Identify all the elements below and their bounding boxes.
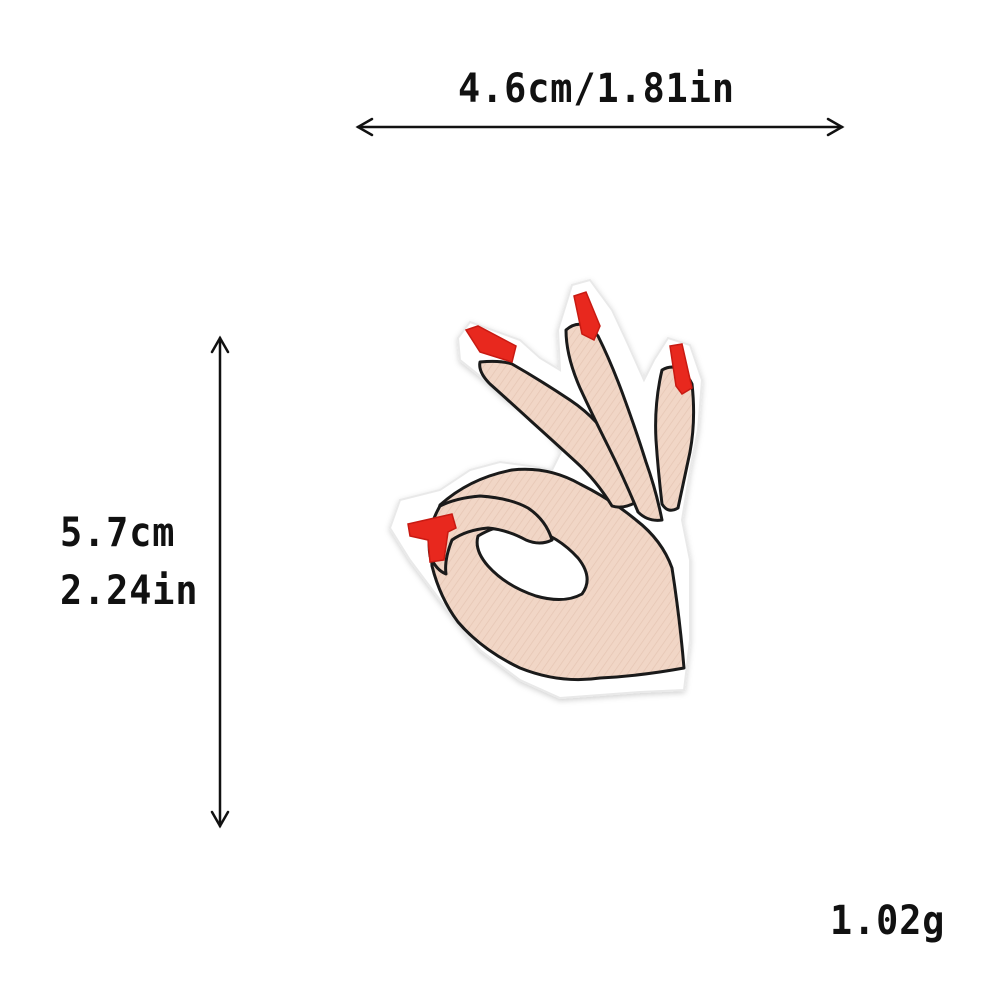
- middle-finger: [564, 322, 664, 522]
- weight-label: 1.02g: [830, 898, 946, 944]
- thumb-nail: [407, 513, 457, 563]
- ring-finger: [654, 365, 696, 512]
- middle-nail: [573, 291, 601, 342]
- width-arrow-right-head: [826, 117, 845, 137]
- height-cm-label: 5.7cm: [60, 510, 176, 556]
- width-arrow-left-head: [355, 117, 374, 137]
- index-finger: [478, 359, 642, 509]
- height-arrow-bottom-head: [210, 810, 230, 829]
- red-nails: [407, 291, 693, 563]
- ring-nail: [669, 343, 693, 395]
- index-nail: [464, 325, 517, 363]
- height-arrow-top-head: [210, 335, 230, 354]
- thumb: [427, 494, 554, 576]
- width-label: 4.6cm/1.81in: [458, 66, 735, 112]
- hand-skin: [427, 322, 696, 682]
- height-in-label: 2.24in: [60, 568, 199, 614]
